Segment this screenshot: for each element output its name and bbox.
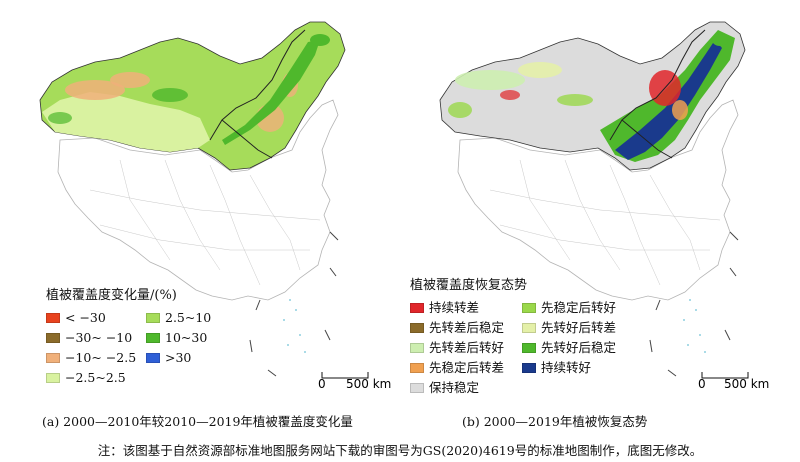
panel-b-legend-label: 保持稳定 bbox=[429, 380, 480, 395]
panel-b-legend-swatch bbox=[410, 303, 424, 313]
panel-a-legend-label: 2.5~10 bbox=[165, 310, 212, 325]
legend-a: 植被覆盖度变化量/(%) < −30 2.5~10 −30~ −10 10~30 −10… bbox=[46, 286, 236, 388]
panel-a-legend-label: −10~ −2.5 bbox=[65, 350, 137, 365]
panel-a-legend-item: 2.5~10 bbox=[146, 308, 236, 328]
panel-b-legend-label: 持续转差 bbox=[429, 300, 480, 315]
panel-b-legend-item: 持续转差 bbox=[410, 298, 522, 318]
increase-patches bbox=[48, 34, 330, 145]
scale-label-b: 500 km bbox=[724, 377, 769, 391]
panel-b-legend-item: 先转差后稳定 bbox=[410, 318, 522, 338]
south-sea-islands bbox=[683, 299, 706, 353]
panel-a-legend-item: >30 bbox=[146, 348, 236, 368]
panel-b-map: 0 500 km 植被覆盖度恢复态势 持续转差 先稳定后转好先转差后稳定 先转好后转… bbox=[400, 0, 800, 400]
legend-b: 植被覆盖度恢复态势 持续转差 先稳定后转好先转差后稳定 先转好后转差先转差后转好 先转… bbox=[410, 276, 634, 398]
trend-patches bbox=[448, 30, 735, 162]
panel-a-legend-item: < −30 bbox=[46, 308, 146, 328]
panel-b-legend-swatch bbox=[522, 323, 536, 333]
panel-b-legend-item: 先稳定后转好 bbox=[522, 298, 634, 318]
panel-a-legend-label: 10~30 bbox=[165, 330, 208, 345]
panel-b-legend-label: 先转差后稳定 bbox=[429, 320, 505, 335]
panel-b-legend-label: 先稳定后转好 bbox=[541, 300, 617, 315]
panel-b-legend-swatch bbox=[410, 323, 424, 333]
panel-b-legend-label: 先转好后稳定 bbox=[541, 340, 617, 355]
panel-a-legend-item: −10~ −2.5 bbox=[46, 348, 146, 368]
province-borders bbox=[489, 159, 721, 286]
panel-b-legend-item: 先转好后转差 bbox=[522, 318, 634, 338]
panel-b-legend-label: 先转好后转差 bbox=[541, 320, 617, 335]
footnote: 注：该图基于自然资源部标准地图服务网站下载的审图号为GS(2020)4619号的… bbox=[97, 443, 703, 458]
panel-a-legend-label: −30~ −10 bbox=[65, 330, 133, 345]
panel-b-legend-label: 先转差后转好 bbox=[429, 340, 505, 355]
coast-dashes bbox=[649, 231, 739, 377]
panel-a-legend-swatch bbox=[46, 333, 60, 343]
panel-a-legend-item: 10~30 bbox=[146, 328, 236, 348]
panel-b-legend-item: 先转差后转好 bbox=[410, 338, 522, 358]
panel-a-legend-swatch bbox=[46, 353, 60, 363]
caption-a: (a) 2000—2010年较2010—2019年植被覆盖度变化量 bbox=[42, 414, 353, 429]
panel-a-legend-swatch bbox=[46, 313, 60, 323]
panel-b-legend-swatch bbox=[522, 343, 536, 353]
panel-a-legend-swatch bbox=[146, 313, 160, 323]
panel-b-legend-swatch bbox=[522, 303, 536, 313]
panel-b-svg: 0 500 km bbox=[439, 21, 769, 391]
panel-b-legend-label: 先稳定后转差 bbox=[429, 360, 505, 375]
inner-boundary bbox=[209, 29, 306, 159]
panel-b-legend-item: 保持稳定 bbox=[410, 378, 522, 398]
panel-a-svg: 0 500 km bbox=[39, 21, 391, 391]
panel-b-legend-swatch bbox=[522, 363, 536, 373]
legend-a-title: 植被覆盖度变化量/(%) bbox=[46, 288, 177, 303]
panel-a-legend-swatch bbox=[46, 373, 60, 383]
panel-b-legend-label: 持续转好 bbox=[541, 360, 592, 375]
panel-b-legend-item: 先转好后稳定 bbox=[522, 338, 634, 358]
panel-a-legend-item: −30~ −10 bbox=[46, 328, 146, 348]
panel-a-legend-swatch bbox=[146, 353, 160, 363]
panel-b-legend-swatch bbox=[410, 383, 424, 393]
scale-zero-a: 0 bbox=[318, 377, 326, 391]
region-west bbox=[42, 92, 210, 152]
panel-a-legend-swatch bbox=[146, 333, 160, 343]
coast-dashes bbox=[249, 231, 339, 377]
panel-a-legend-item: −2.5~2.5 bbox=[46, 368, 146, 388]
panel-a-legend-label: >30 bbox=[165, 350, 192, 365]
panel-a-legend-label: < −30 bbox=[65, 310, 106, 325]
scale-bar-a bbox=[321, 372, 369, 379]
panel-a-legend-label: −2.5~2.5 bbox=[65, 370, 126, 385]
south-sea-islands bbox=[283, 299, 306, 353]
scale-bar-b bbox=[701, 372, 749, 379]
province-borders bbox=[89, 159, 321, 286]
legend-b-title: 植被覆盖度恢复态势 bbox=[410, 278, 528, 293]
scale-zero-b: 0 bbox=[698, 377, 706, 391]
scale-label-a: 500 km bbox=[346, 377, 391, 391]
panel-b-legend-item: 先稳定后转差 bbox=[410, 358, 522, 378]
inner-boundary bbox=[609, 29, 706, 159]
panel-b-legend-swatch bbox=[410, 343, 424, 353]
caption-b: (b) 2000—2019年植被恢复态势 bbox=[462, 414, 648, 429]
panel-b-legend-item: 持续转好 bbox=[522, 358, 634, 378]
panel-a-map: 0 500 km 植被覆盖度变化量/(%) < −30 2.5~10 −30~ −1… bbox=[0, 0, 400, 400]
panel-b-legend-swatch bbox=[410, 363, 424, 373]
